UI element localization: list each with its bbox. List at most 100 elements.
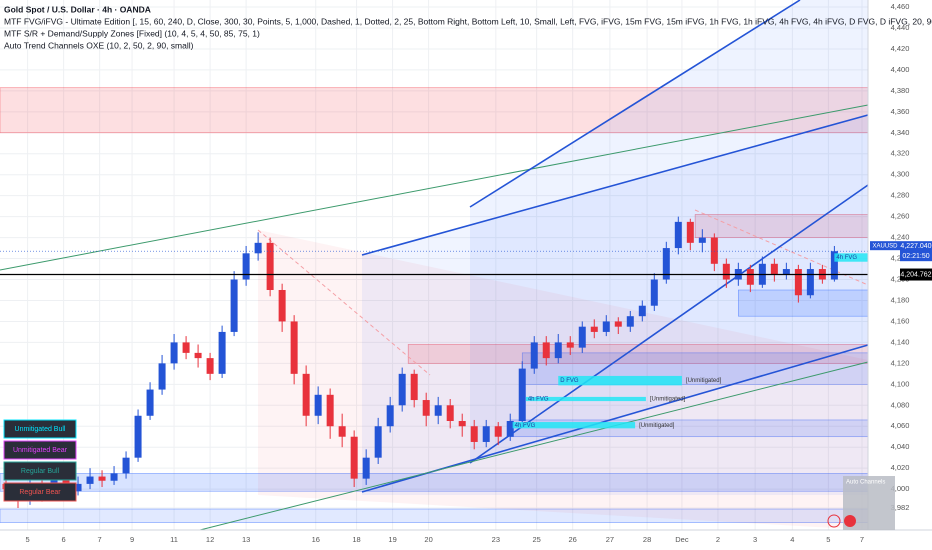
y-tick-label: 4,000 xyxy=(891,484,910,493)
candle-body xyxy=(170,342,178,364)
fvg-label: D FVG xyxy=(560,378,579,384)
y-tick-label: 4,160 xyxy=(891,316,910,325)
candle-body xyxy=(458,421,466,427)
candle-body xyxy=(710,237,718,264)
candle-body xyxy=(518,368,526,422)
fvg-status: [Unmitigated] xyxy=(639,423,675,429)
candle-body xyxy=(806,269,814,296)
legend: Unmitigated Bull Unmitigated Bear Regular … xyxy=(3,419,77,502)
zone xyxy=(0,87,869,134)
candle-body xyxy=(362,457,370,479)
last-price-label: 4,227.040 xyxy=(900,243,931,250)
candle-body xyxy=(782,269,790,275)
y-tick-label: 3,982 xyxy=(891,503,910,512)
trend-line xyxy=(469,0,801,208)
legend-label: Regular Bear xyxy=(19,489,61,496)
candle-body xyxy=(578,326,586,348)
candle-body xyxy=(98,476,106,481)
candle-body xyxy=(506,421,514,437)
candle-body xyxy=(350,436,358,479)
x-tick-label: 23 xyxy=(492,535,500,544)
y-tick-label: 4,340 xyxy=(891,128,910,137)
y-tick-label: 4,420 xyxy=(891,44,910,53)
y-tick-label: 4,360 xyxy=(891,107,910,116)
y-tick-label: 4,300 xyxy=(891,170,910,179)
x-tick-label: 5 xyxy=(26,535,30,544)
candle-body xyxy=(206,358,214,374)
x-tick-label: Dec xyxy=(675,535,689,544)
fvg-box xyxy=(834,253,868,262)
x-tick-label: 2 xyxy=(716,535,720,544)
candle-body xyxy=(602,321,610,332)
candle-body xyxy=(314,394,322,416)
symbol-tag xyxy=(870,241,900,251)
y-tick-label: 4,320 xyxy=(891,149,910,158)
fvg-label: 4h FVG xyxy=(528,397,549,403)
x-tick-label: 6 xyxy=(62,535,66,544)
icon[interactable] xyxy=(827,514,841,528)
trend-line xyxy=(0,104,869,271)
trend-line xyxy=(361,344,869,493)
legend-item xyxy=(3,440,77,460)
fvg-box xyxy=(512,422,636,429)
fvg-label: 4h FVG xyxy=(836,255,857,261)
x-tick-label: 18 xyxy=(352,535,360,544)
x-tick-label: 4 xyxy=(790,535,794,544)
trend-line xyxy=(257,229,431,376)
x-tick-label: 20 xyxy=(424,535,432,544)
indicator-label: MTF FVG/iFVG - Ultimate Edition [, 15, 6… xyxy=(4,16,932,26)
icon[interactable] xyxy=(844,515,856,527)
candle-body xyxy=(266,242,274,290)
trend-line xyxy=(694,209,869,286)
trend-line xyxy=(469,184,869,464)
candle-body xyxy=(410,373,418,401)
x-tick-label: 11 xyxy=(170,535,178,544)
x-tick-label: 13 xyxy=(242,535,250,544)
candle-body xyxy=(770,263,778,275)
candle-body xyxy=(374,426,382,458)
fvg-status: [Unmitigated] xyxy=(686,378,722,384)
y-tick-label: 4,380 xyxy=(891,86,910,95)
legend-item xyxy=(3,461,77,481)
legend-label: Unmitigated Bear xyxy=(13,447,68,454)
candle-body xyxy=(614,321,622,327)
candle-body xyxy=(686,221,694,243)
y-tick-label: 4,060 xyxy=(891,421,910,430)
price-tag xyxy=(900,241,932,262)
candle-body xyxy=(182,342,190,353)
candle-body xyxy=(194,352,202,359)
x-tick-label: 27 xyxy=(606,535,614,544)
chart-title: Gold Spot / U.S. Dollar · 4h · OANDA xyxy=(4,4,151,14)
x-tick-label: 12 xyxy=(206,535,214,544)
candle-body xyxy=(722,263,730,280)
candle-body xyxy=(698,237,706,243)
candle-body xyxy=(110,473,118,481)
y-tick-label: 4,400 xyxy=(891,65,910,74)
x-tick-label: 7 xyxy=(98,535,102,544)
fvg-box xyxy=(558,375,682,386)
candle-body xyxy=(146,389,154,416)
x-tick-label: 7 xyxy=(860,535,864,544)
candle-body xyxy=(494,426,502,437)
table-title: Auto Channels xyxy=(846,480,885,486)
fvg-label: 4h FVG xyxy=(515,423,536,429)
candle-body xyxy=(530,342,538,369)
x-tick-label: 19 xyxy=(388,535,396,544)
candle-body xyxy=(326,394,334,427)
candle-body xyxy=(650,279,658,306)
x-tick-label: 16 xyxy=(312,535,320,544)
countdown-label: 02:21:50 xyxy=(902,253,929,260)
candle-body xyxy=(470,426,478,442)
channel-fill xyxy=(362,115,868,495)
candle-body xyxy=(338,426,346,437)
candle-body xyxy=(674,221,682,249)
x-tick-label: 3 xyxy=(753,535,757,544)
symbol-label: XAUUSD xyxy=(872,243,898,249)
candle-body xyxy=(830,251,838,280)
candle-body xyxy=(278,289,286,322)
x-tick-label: 5 xyxy=(826,535,830,544)
candle-body xyxy=(794,269,802,296)
x-tick-label: 25 xyxy=(532,535,540,544)
candle-body xyxy=(134,415,142,458)
candle-body xyxy=(218,331,226,374)
